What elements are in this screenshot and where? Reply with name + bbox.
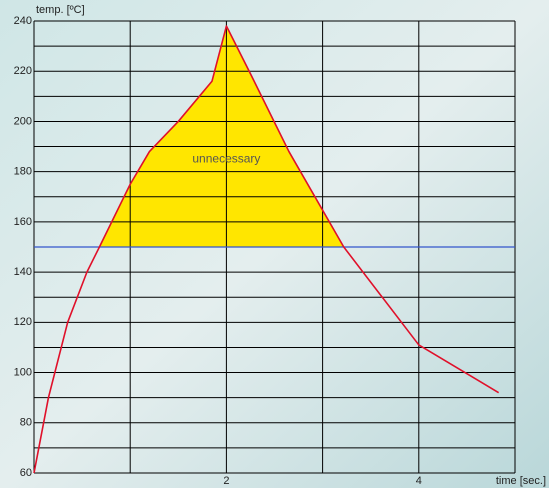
x-tick-label: 2 [223, 475, 229, 487]
x-tick-label: 4 [416, 475, 422, 487]
y-tick-label: 60 [20, 467, 32, 479]
y-tick-label: 80 [20, 417, 32, 429]
temperature-curve [33, 25, 500, 474]
excess-area [99, 26, 344, 247]
y-tick-label: 220 [14, 65, 32, 77]
y-tick-label: 140 [14, 266, 32, 278]
y-axis-label: temp. [ºC] [36, 4, 85, 16]
x-axis-label: time [sec.] [496, 475, 546, 487]
y-tick-label: 240 [14, 15, 32, 27]
y-tick-label: 180 [14, 166, 32, 178]
y-tick-label: 120 [14, 316, 32, 328]
y-tick-label: 100 [14, 366, 32, 378]
y-tick-label: 200 [14, 115, 32, 127]
annotation: unnecessary [192, 151, 260, 165]
y-tick-label: 160 [14, 216, 32, 228]
